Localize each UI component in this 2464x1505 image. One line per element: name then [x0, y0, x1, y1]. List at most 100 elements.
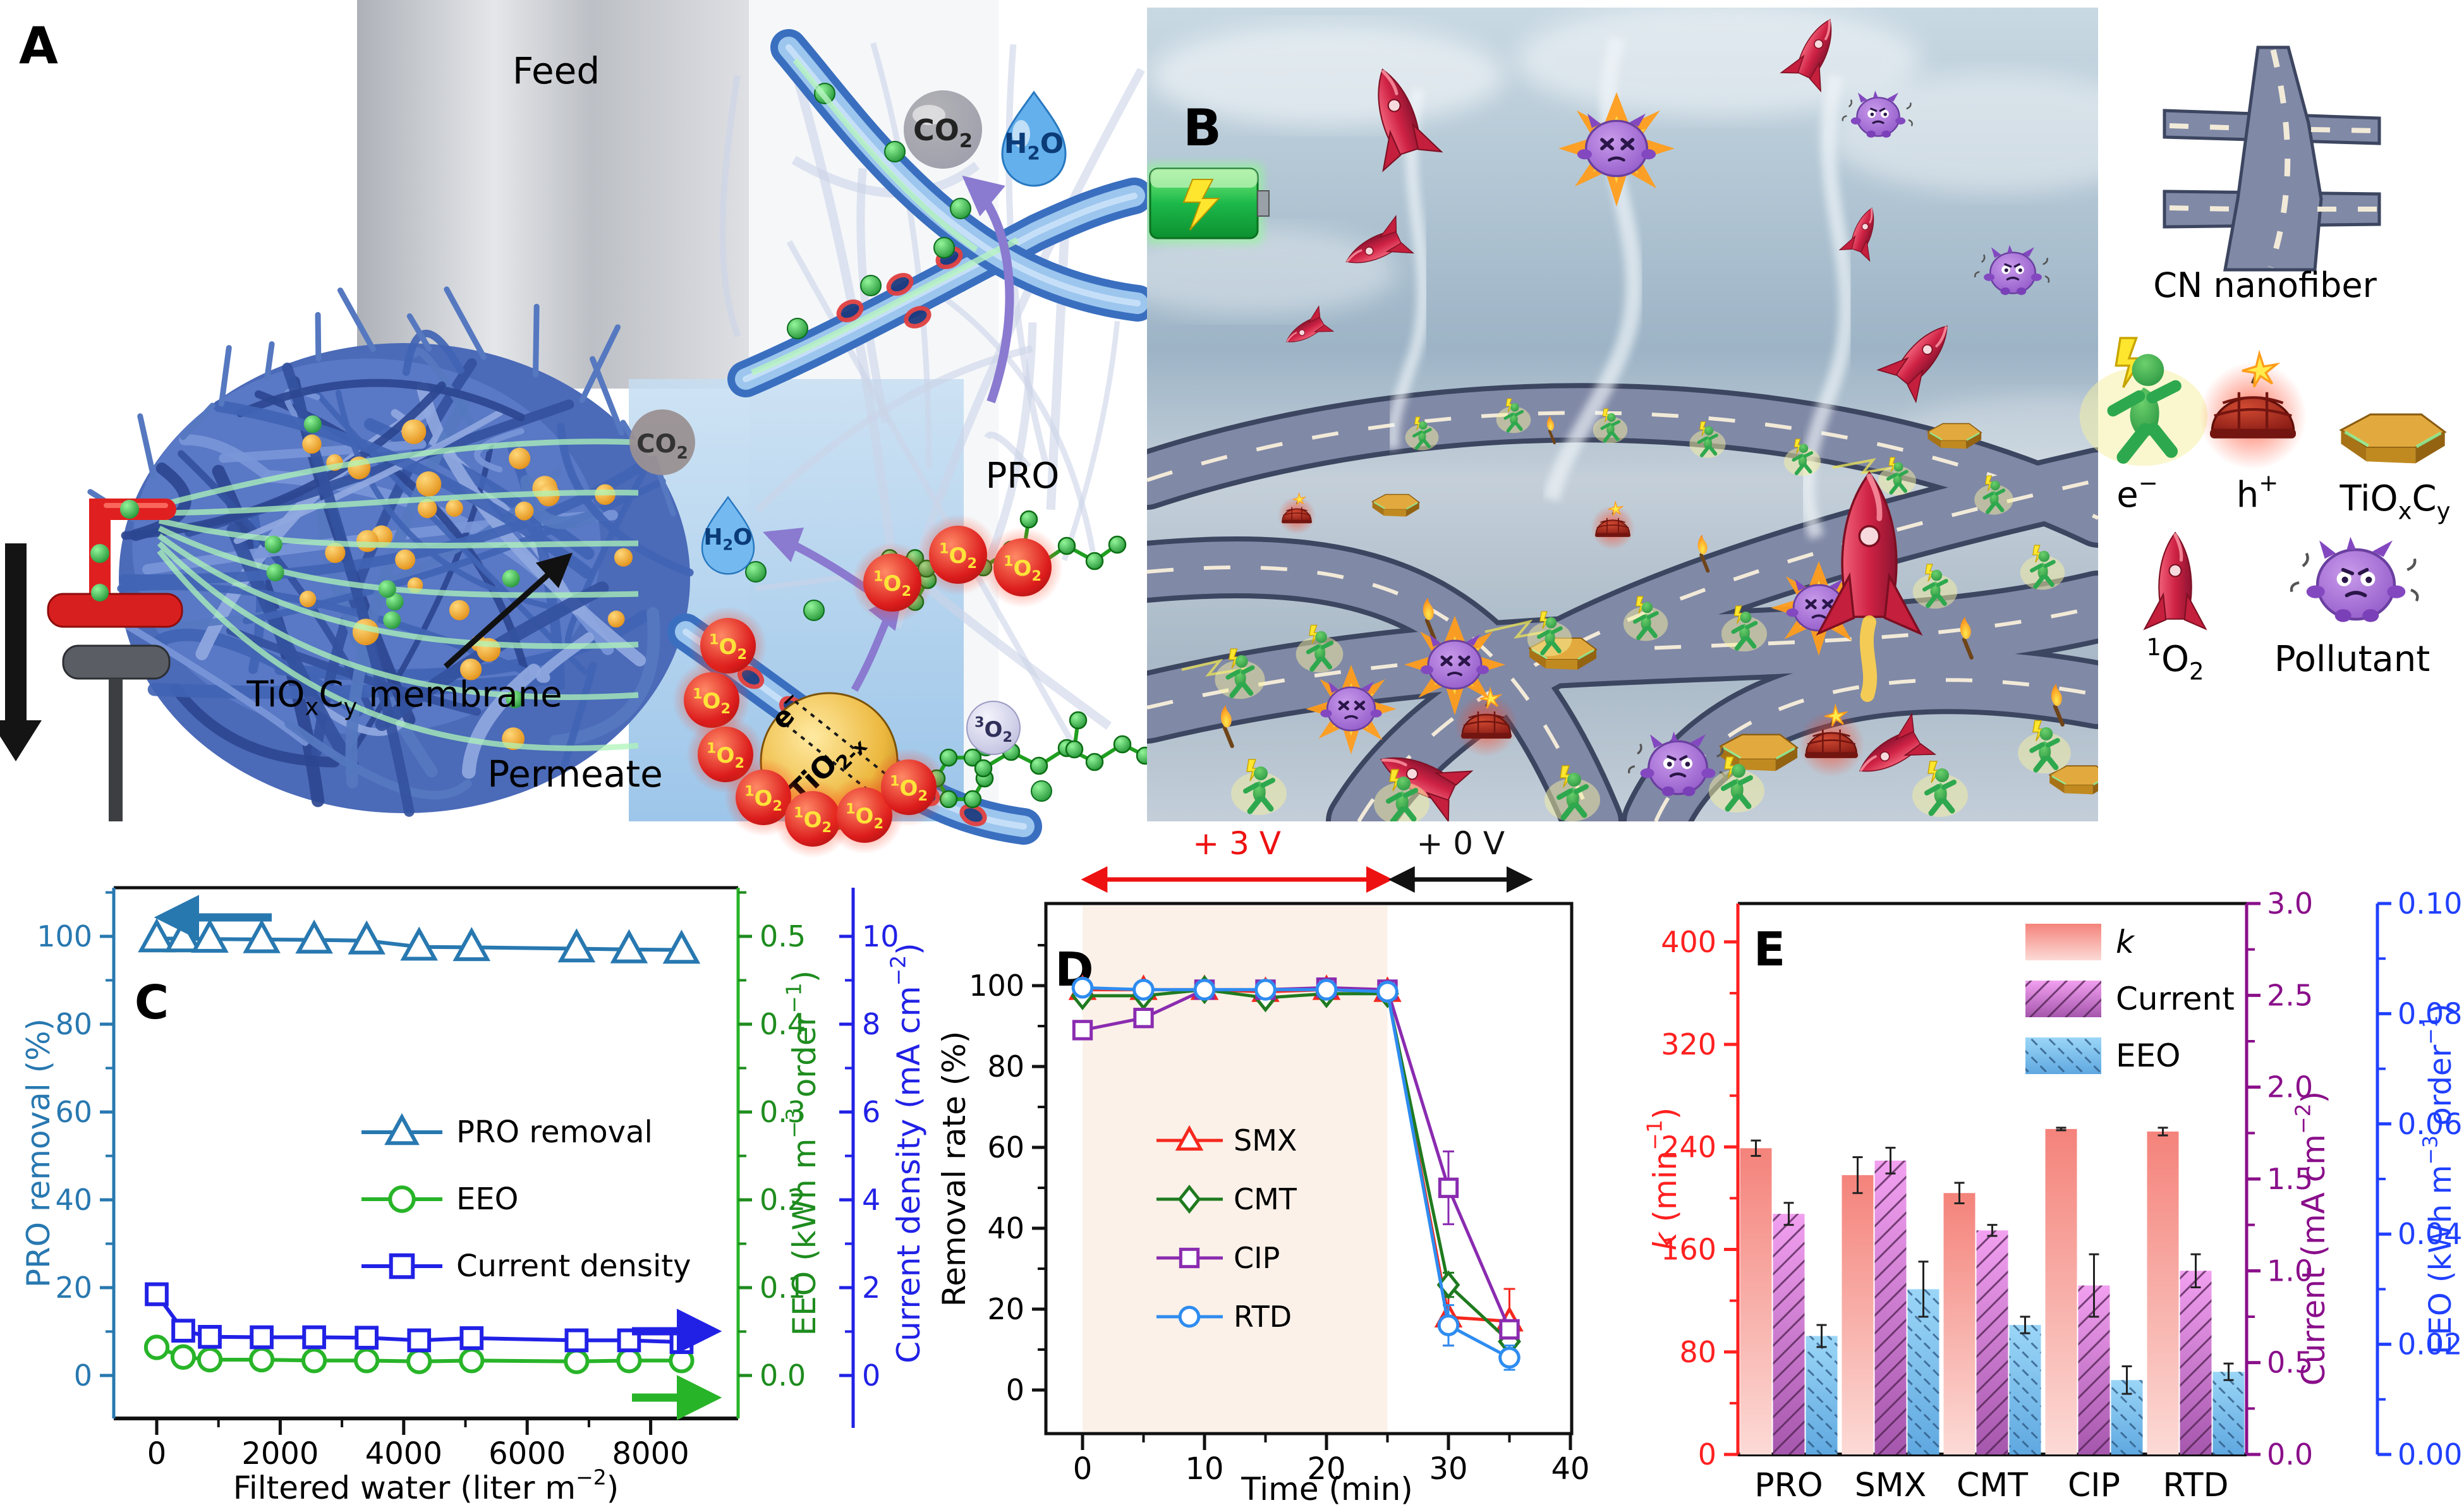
singlet-oxygen-label: 1O2: [794, 805, 832, 837]
bar-RTD-0: [2147, 1131, 2179, 1454]
marker-triangle: [1175, 1125, 1204, 1151]
legend-swatch-0: [2025, 924, 2101, 960]
marker-triangle: [348, 920, 385, 955]
tick-label-current: 8: [862, 1007, 880, 1041]
marker-diamond: [1177, 1184, 1201, 1214]
marker-circle: [1193, 979, 1216, 1001]
tick-label-current: 0.0: [2267, 1437, 2313, 1472]
marker-square: [564, 1328, 589, 1353]
tick-label-k: 400: [1661, 925, 1716, 959]
marker-circle: [1315, 979, 1338, 1001]
marker-square: [198, 1325, 222, 1349]
tick-label-eeo: 0.0: [760, 1358, 806, 1393]
tick-label-x: 2000: [241, 1436, 319, 1472]
category-label-CMT: CMT: [1957, 1466, 2028, 1504]
axis-label-removal-rate: Removal rate (%): [936, 1031, 973, 1307]
chart-d-series-RTD: [1071, 976, 1520, 1371]
marker-square: [1072, 1020, 1093, 1041]
singlet-oxygen-label: 1O2: [1004, 553, 1041, 585]
tick-label-current: 1.5: [2267, 1162, 2313, 1196]
legend-label-Current density: Current density: [456, 1248, 691, 1284]
chart-e-kinetics-bars: 0 80 160 240 320 400 0.0 0.5 1.0 1.5 2.0 2.5 3.0 0.00…: [1642, 886, 2463, 1504]
battery-icon: [1147, 162, 1270, 245]
pro-label: PRO: [986, 456, 1060, 497]
marker-diamond: [1436, 1270, 1460, 1300]
legend-pollutant-label: Pollutant: [2274, 639, 2430, 680]
panel-b-label: B: [1183, 99, 1222, 157]
marker-triangle: [384, 1113, 420, 1145]
triplet-oxygen-label: 3O2: [974, 715, 1012, 746]
legend-label-1: Current: [2116, 981, 2235, 1017]
tick-label-x: 6000: [489, 1436, 566, 1472]
singlet-oxygen-label: 1O2: [873, 569, 911, 600]
hole-bomb-icon: [2199, 354, 2307, 470]
tick-label-k: 240: [1661, 1130, 1716, 1164]
marker-circle: [564, 1348, 590, 1374]
legend-label-0: k: [2116, 924, 2135, 960]
marker-circle: [301, 1348, 327, 1374]
bar-SMX-0: [1842, 1175, 1874, 1454]
chart-d-voltage-annotations: + 3 V + 0 V: [1081, 825, 1533, 893]
tick-label-current: 2.0: [2267, 1070, 2313, 1104]
tick-label-k: 320: [1661, 1027, 1716, 1061]
tick-label-eeo: 0.10: [2398, 886, 2462, 921]
singlet-oxygen-label: 1O2: [890, 773, 928, 805]
category-label-SMX: SMX: [1855, 1466, 1927, 1504]
marker-circle: [1254, 979, 1277, 1001]
legend-label-2: EEO: [2116, 1037, 2181, 1074]
chart-d-legend: SMX CMT CIP RTD: [1156, 1123, 1297, 1334]
tick-label-eeo: 0.08: [2398, 996, 2462, 1031]
tick-label-k: 80: [1679, 1335, 1716, 1369]
chart-e-group-CIP: [2045, 1127, 2143, 1454]
tioxcy-hexagon-icon: [2341, 414, 2444, 464]
tick-label-pro: 100: [37, 919, 92, 953]
marker-triangle: [610, 929, 648, 964]
axis-label-eeo: EEO (kWh m−3 order−1): [782, 970, 823, 1336]
tick-label-x: 0: [147, 1436, 167, 1472]
marker-circle: [1437, 1314, 1460, 1336]
marker-circle: [1071, 976, 1094, 999]
marker-circle: [143, 1334, 170, 1360]
tick-label-pro: 0: [74, 1358, 92, 1393]
reaction-spheres: CO2H2OCO2H2Oe−TiO2-xh+1O21O21O21O21O21O2…: [629, 90, 1067, 858]
marker-circle: [1178, 1305, 1201, 1328]
tick-label-eeo: 0.4: [760, 1007, 806, 1041]
marker-triangle: [164, 918, 202, 953]
marker-triangle: [400, 926, 439, 961]
marker-circle: [616, 1348, 642, 1374]
marker-square: [1499, 1319, 1520, 1340]
tick-label-y: 100: [969, 969, 1024, 1003]
legend-label-EEO: EEO: [456, 1182, 518, 1217]
singlet-oxygen-label: 1O2: [939, 541, 977, 572]
marker-triangle: [452, 927, 491, 962]
marker-square: [171, 1319, 195, 1343]
feed-glass-column: [357, 0, 749, 389]
triplet-oxygen-sphere: [966, 701, 1021, 755]
tick-label-current: 4: [862, 1183, 880, 1217]
singlet-oxygen-rocket-icon: [2145, 533, 2206, 629]
marker-triangle: [243, 919, 281, 953]
co2-sphere-small: [629, 409, 695, 475]
tick-label-current: 6: [862, 1095, 880, 1129]
voltage-on-shaded-region: [1083, 905, 1388, 1432]
category-label-PRO: PRO: [1754, 1466, 1823, 1504]
singlet-oxygen-label: 1O2: [693, 686, 731, 718]
axis-label-filtered-water: Filtered water (liter m−2): [233, 1465, 619, 1505]
tick-label-current: 1.0: [2267, 1254, 2313, 1288]
chart-c-direction-arrows: [154, 895, 722, 1420]
chart-c-series-PRO removal: [138, 918, 701, 964]
tick-label-pro: 80: [55, 1007, 92, 1041]
marker-square: [1133, 1008, 1154, 1029]
chart-c-series-Current density: [145, 1282, 694, 1355]
marker-square: [407, 1328, 432, 1353]
annotation-plus-3v: + 3 V: [1193, 825, 1281, 862]
tick-label-current: 2.5: [2267, 978, 2313, 1012]
axis-label-eeo: EEO (kWh m−3 order−1): [2419, 1003, 2458, 1355]
marker-circle: [170, 1344, 197, 1370]
road-scene-cast: [1215, 9, 2098, 825]
electron-sphere: [90, 544, 109, 563]
chart-e-group-RTD: [2147, 1127, 2245, 1454]
